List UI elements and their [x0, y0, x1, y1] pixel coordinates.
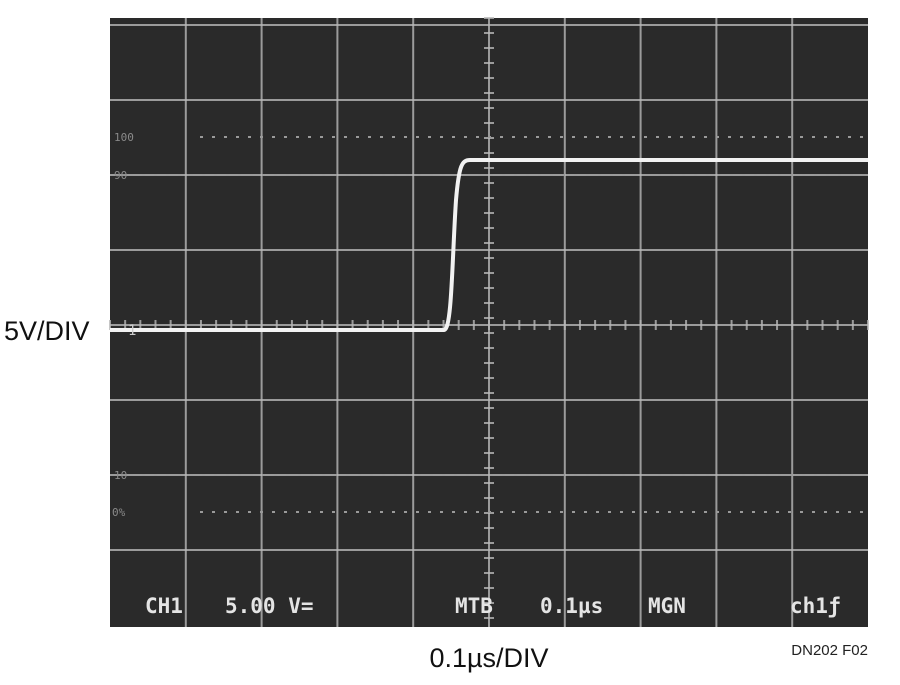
horizontal-scale-label: 0.1µs/DIV — [429, 643, 548, 673]
readout: 5.00 V= — [225, 594, 314, 618]
level-marker: 100 — [114, 131, 134, 144]
level-lines — [130, 136, 868, 513]
readout: MGN — [648, 594, 686, 618]
graticule — [109, 17, 869, 627]
waveform-trace — [110, 158, 868, 332]
vertical-scale-label: 5V/DIV — [4, 316, 90, 346]
figure-id: DN202 F02 — [791, 642, 868, 659]
readout: ch1ƒ — [790, 594, 841, 618]
readout: 0.1µs — [540, 594, 603, 618]
readout: CH1 — [145, 594, 183, 618]
level-marker: 0% — [112, 506, 126, 519]
readout: MTB — [455, 594, 493, 618]
level-marker: 10 — [114, 469, 127, 482]
level-marker: 90 — [114, 169, 127, 182]
channel-marker: 1 — [128, 323, 136, 339]
